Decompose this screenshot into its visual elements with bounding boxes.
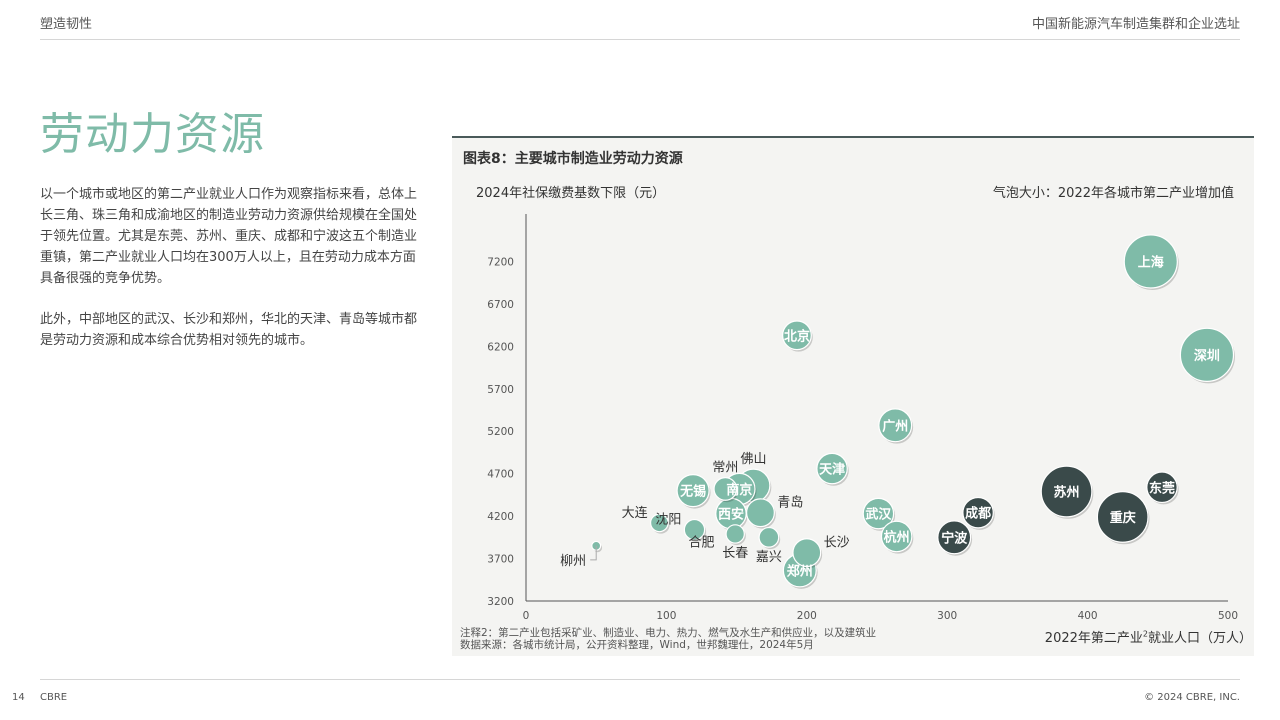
x-tick-label: 500 — [1218, 610, 1238, 622]
bubble-label: 合肥 — [688, 536, 714, 551]
bubble-size-note: 气泡大小：2022年各城市第二产业增加值 — [992, 186, 1234, 201]
header-divider — [40, 39, 1240, 40]
bubble-上海 — [1123, 234, 1178, 289]
bubble-东莞 — [1146, 471, 1178, 504]
bubble-label: 大连 — [622, 505, 648, 521]
bubble-label: 深圳 — [1194, 348, 1220, 364]
bubble-label: 青岛 — [777, 495, 803, 511]
bubble-label: 南京 — [726, 482, 752, 498]
x-tick-label: 200 — [797, 610, 817, 622]
bubble-label: 长沙 — [824, 536, 850, 551]
header-report-title: 中国新能源汽车制造集群和企业选址 — [1031, 17, 1240, 32]
y-tick-label: 5700 — [487, 384, 514, 396]
callout-line — [590, 545, 597, 561]
bubble-大连 — [650, 513, 669, 533]
bubble-长沙 — [792, 538, 822, 568]
bubble-深圳 — [1179, 327, 1235, 382]
bubble-label: 沈阳 — [655, 513, 681, 528]
bubble-label: 佛山 — [740, 452, 766, 467]
chart-footnote: 注释2：第二产业包括采矿业、制造业、电力、热力、燃气及水生产和供应业，以及建筑业 — [460, 627, 877, 639]
bubble-label: 天津 — [819, 462, 845, 478]
bubble-杭州 — [880, 520, 913, 553]
y-tick-label: 5200 — [487, 426, 514, 438]
bubble-label: 长春 — [722, 546, 748, 561]
chart-title: 图表8：主要城市制造业劳动力资源 — [463, 151, 683, 167]
chart-panel — [452, 136, 1254, 656]
x-axis-title-unit: 就业人口（万人） — [1147, 631, 1252, 646]
bubble-label: 郑州 — [787, 563, 813, 579]
bubble-label: 成都 — [965, 506, 991, 522]
bubble-嘉兴 — [758, 526, 780, 548]
y-tick-label: 6200 — [487, 341, 514, 353]
x-tick-label: 0 — [523, 610, 530, 622]
bubble-北京 — [782, 320, 812, 351]
bubble-广州 — [878, 408, 913, 443]
body-paragraph-2: 此外，中部地区的武汉、长沙和郑州，华北的天津、青岛等城市都是劳动力资源和成本综合… — [40, 312, 418, 348]
bubble-label: 柳州 — [560, 554, 586, 569]
y-tick-label: 4700 — [487, 469, 514, 481]
bubble-label: 常州 — [712, 461, 738, 476]
bubble-label: 宁波 — [941, 530, 968, 546]
bubble-宁波 — [937, 520, 972, 555]
y-tick-label: 7200 — [487, 256, 514, 268]
bubble-成都 — [962, 496, 994, 529]
bubble-label: 苏州 — [1054, 485, 1080, 501]
bubble-label: 西安 — [718, 507, 744, 523]
bubble-chart: 3200 3700 4200 4700 5200 5700 6200 6700 7200 0 100… — [487, 214, 1238, 622]
bubble-label: 重庆 — [1110, 510, 1136, 526]
bubble-label: 无锡 — [679, 484, 706, 500]
x-tick-label: 400 — [1078, 610, 1098, 622]
bubble-label: 东莞 — [1149, 480, 1175, 496]
bubble-label: 上海 — [1138, 254, 1164, 270]
x-axis-title-footnote-mark: 2 — [1142, 629, 1148, 639]
bubble-沈阳 — [683, 518, 706, 541]
x-tick-label: 300 — [937, 610, 957, 622]
header-section: 塑造韧性 — [40, 17, 93, 32]
x-tick-label: 100 — [656, 610, 676, 622]
bubble-label: 杭州 — [884, 529, 910, 545]
bubble-label: 广州 — [882, 418, 908, 434]
y-tick-label: 6700 — [487, 299, 514, 311]
y-axis-title: 2024年社保缴费基数下限（元） — [476, 186, 666, 201]
page-number: 14 — [12, 692, 25, 703]
bubble-长春 — [725, 524, 745, 544]
bubble-label: 嘉兴 — [756, 550, 782, 565]
x-axis-title-main: 2022年第二产业 — [1044, 631, 1143, 646]
x-axis-title: 2022年第二产业2就业人口（万人） — [1045, 627, 1252, 646]
footer-divider — [40, 679, 1240, 680]
bubble-label: 武汉 — [865, 507, 892, 523]
y-tick-label: 3700 — [487, 554, 514, 566]
page-title: 劳动力资源 — [40, 109, 265, 160]
bubble-常州 — [713, 477, 738, 501]
bubble-苏州 — [1040, 465, 1093, 518]
bubble-重庆 — [1096, 491, 1149, 543]
y-tick-label: 3200 — [487, 596, 514, 608]
footer-copyright: © 2024 CBRE, INC. — [1144, 692, 1240, 703]
bubble-青岛 — [746, 498, 775, 528]
y-tick-label: 4200 — [487, 511, 514, 523]
bubble-武汉 — [862, 497, 895, 530]
bubble-label: 北京 — [784, 328, 810, 344]
body-paragraph-1: 以一个城市或地区的第二产业就业人口作为观察指标来看，总体上长三角、珠三角和成渝地… — [40, 187, 418, 286]
footer-brand: CBRE — [40, 692, 68, 703]
chart-source: 数据来源：各城市统计局，公开资料整理，Wind，世邦魏理仕，2024年5月 — [460, 639, 814, 651]
bubble-天津 — [816, 452, 848, 485]
bubble-无锡 — [676, 474, 710, 508]
